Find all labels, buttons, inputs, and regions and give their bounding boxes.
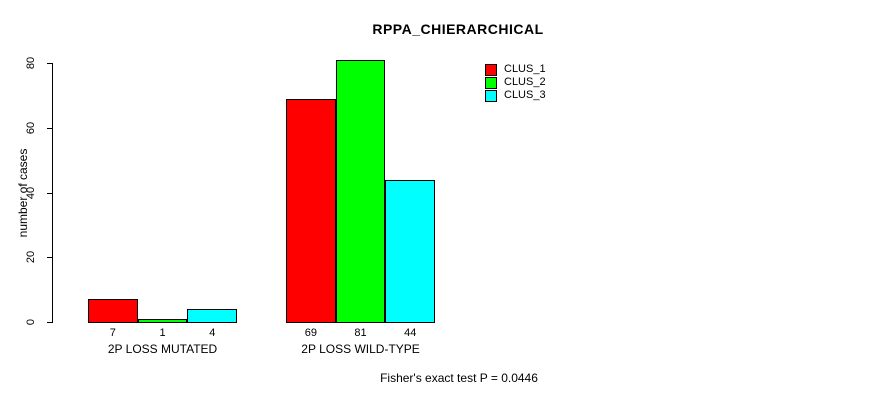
bar-value-label: 7 [109, 327, 116, 339]
y-tick-mark [47, 257, 52, 259]
y-tick-mark [47, 192, 52, 194]
category-label-2p-loss-mutated: 2P LOSS MUTATED [107, 342, 218, 356]
bar-value-label: 1 [159, 327, 166, 339]
legend-item-clus-2: CLUS_2 [485, 76, 546, 89]
legend-swatch-clus-1 [485, 63, 497, 76]
y-tick-label: 40 [25, 186, 37, 199]
bar-clus-3-2p-loss-wild-type [385, 179, 436, 323]
legend: CLUS_1 CLUS_2 CLUS_3 [485, 63, 546, 102]
bar-clus-2-2p-loss-wild-type [335, 59, 386, 323]
legend-item-clus-1: CLUS_1 [485, 63, 546, 76]
bar-value-label: 81 [354, 327, 367, 339]
bar-clus-3-2p-loss-mutated [187, 309, 238, 323]
y-tick-mark [47, 63, 52, 64]
y-tick-label: 60 [25, 121, 37, 134]
bar-clus-2-2p-loss-mutated [137, 318, 188, 323]
bar-clus-1-2p-loss-wild-type [286, 98, 336, 323]
y-tick-label: 80 [25, 56, 37, 70]
y-tick-label: 0 [25, 318, 37, 326]
legend-label: CLUS_3 [504, 89, 546, 101]
y-tick-mark [47, 322, 52, 323]
bar-value-label: 4 [209, 327, 216, 339]
bar-value-label: 44 [404, 327, 417, 339]
y-tick-mark [47, 127, 52, 129]
legend-item-clus-3: CLUS_3 [485, 89, 546, 102]
category-label-2p-loss-wild-type: 2P LOSS WILD-TYPE [301, 342, 420, 356]
legend-swatch-clus-2 [485, 76, 497, 89]
y-axis-line [52, 63, 53, 323]
annotation-text: Fisher's exact test P = 0.0446 [380, 371, 538, 385]
legend-label: CLUS_2 [504, 76, 546, 88]
bar-value-label: 69 [304, 327, 317, 339]
y-tick-label: 20 [25, 251, 37, 264]
bar-clus-1-2p-loss-mutated [88, 299, 138, 323]
legend-label: CLUS_1 [504, 63, 546, 75]
chart-title: RPPA_CHIERARCHICAL [372, 21, 544, 37]
legend-swatch-clus-3 [485, 89, 497, 102]
